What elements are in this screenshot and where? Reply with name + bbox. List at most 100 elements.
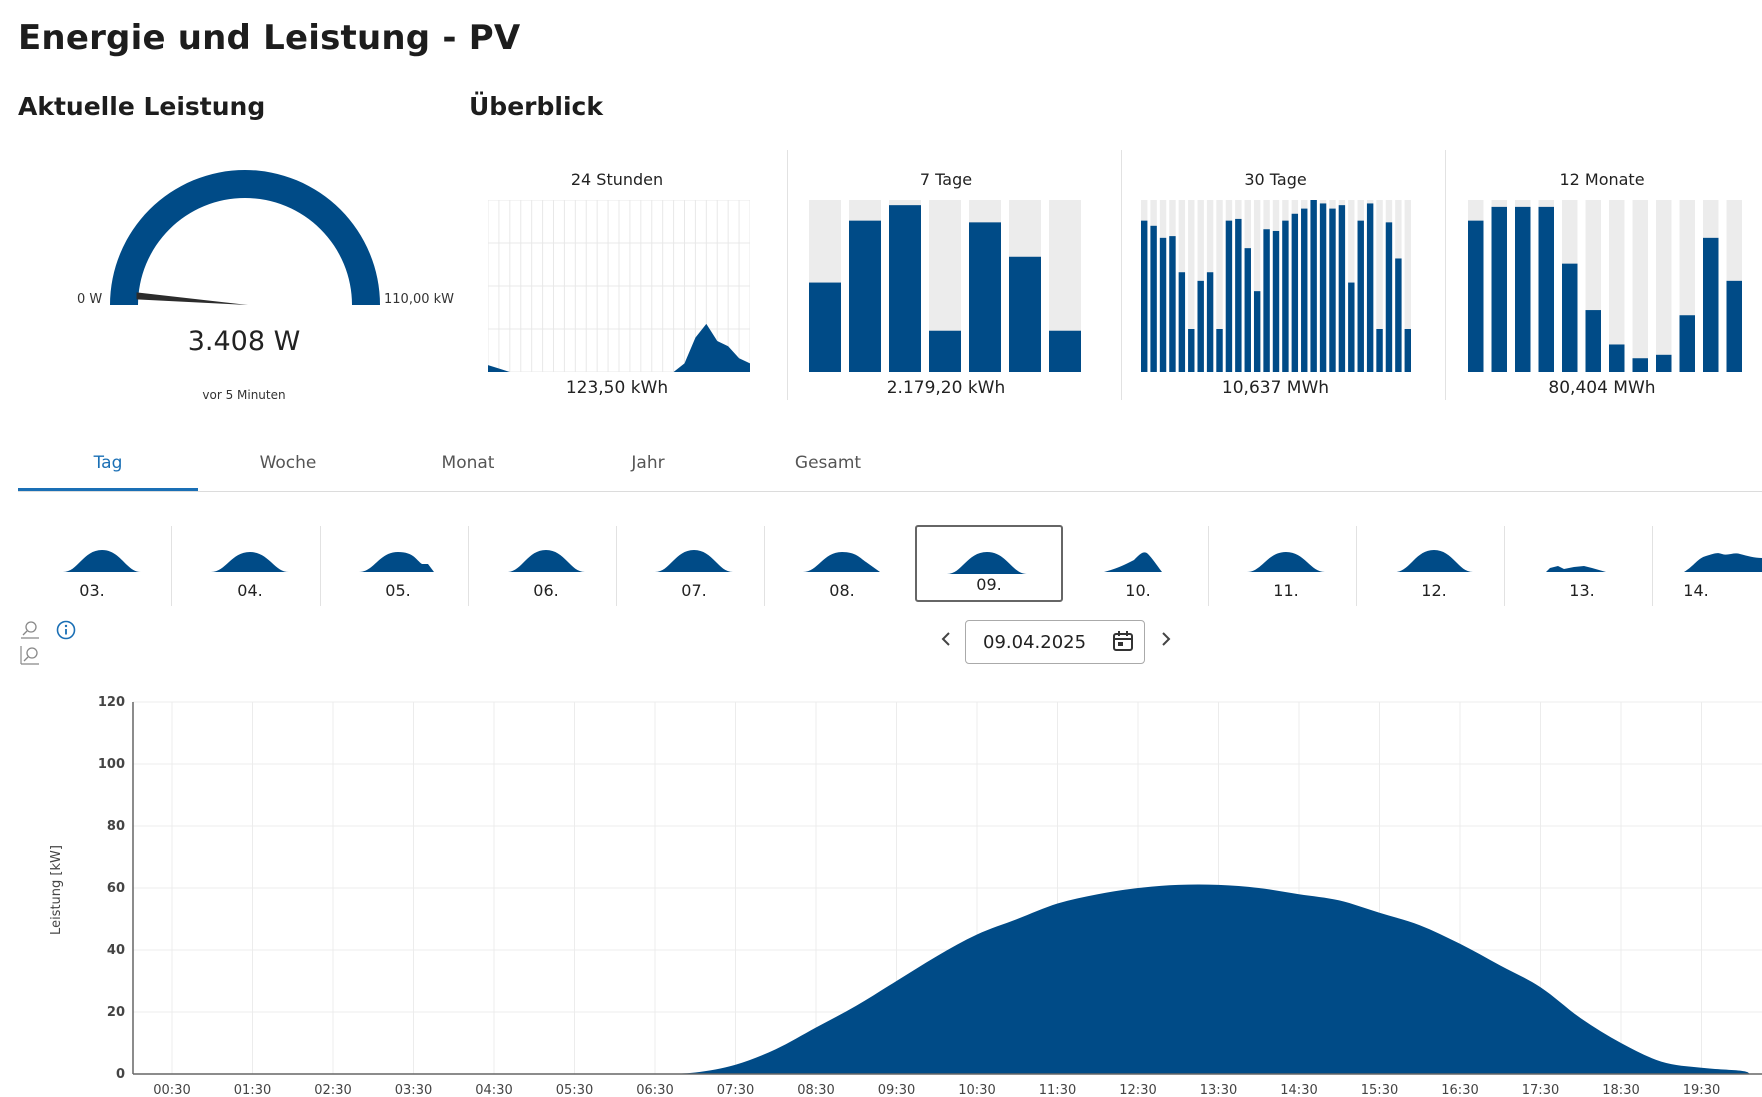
info-icon[interactable] xyxy=(55,619,77,641)
overview-12m-bar-bg xyxy=(1632,200,1648,372)
day-separator xyxy=(320,526,321,606)
day-label: 11. xyxy=(1273,581,1299,600)
y-tick-label: 0 xyxy=(116,1067,125,1082)
tab-monat[interactable]: Monat xyxy=(441,453,495,473)
overview-7d-bar xyxy=(1009,256,1041,372)
overview-12m-bar xyxy=(1515,206,1531,372)
overview-30d-bar xyxy=(1338,205,1346,372)
day-label: 04. xyxy=(237,581,263,600)
x-tick-label: 10:30 xyxy=(958,1083,995,1097)
day-label: 07. xyxy=(681,581,707,600)
overview-24h-title: 24 Stunden xyxy=(570,170,664,189)
date-input[interactable]: 09.04.2025 xyxy=(983,632,1087,653)
day-item[interactable]: 05. xyxy=(324,526,472,606)
day-sparkline xyxy=(211,552,289,572)
gauge-track xyxy=(110,170,380,305)
x-tick-label: 06:30 xyxy=(636,1083,673,1097)
overview-30d-bar xyxy=(1319,203,1327,372)
overview-30d-bar xyxy=(1159,237,1167,372)
day-item[interactable]: 10. xyxy=(1064,526,1212,606)
day-item[interactable]: 06. xyxy=(472,526,620,606)
day-strip: 03. 04. 05. 06. 07. 08. 09. 10. 11. 12. xyxy=(18,525,1762,606)
overview-24h[interactable]: 24 Stunden 123,50 kWh xyxy=(482,150,752,405)
zoom-in-icon[interactable] xyxy=(19,618,41,640)
overview-30d[interactable]: 30 Tage 10,637 MWh xyxy=(1138,150,1413,405)
day-item[interactable]: 14. xyxy=(1656,526,1762,606)
tab-gesamt[interactable]: Gesamt xyxy=(794,453,862,473)
overview-12m-bar xyxy=(1609,344,1625,372)
calendar-icon[interactable] xyxy=(1112,630,1134,652)
overview-30d-bar xyxy=(1404,329,1411,372)
day-label: 12. xyxy=(1421,581,1447,600)
current-power-value: 3.408 W xyxy=(187,326,301,357)
day-sparkline xyxy=(63,550,141,572)
overview-7d-total: 2.179,20 kWh xyxy=(886,378,1006,398)
day-item-selected[interactable]: 09. xyxy=(915,525,1063,602)
day-label: 09. xyxy=(976,575,1002,594)
overview-7d-bar xyxy=(809,282,841,372)
overview-30d-bar xyxy=(1291,213,1299,372)
day-item[interactable]: 03. xyxy=(18,526,166,606)
day-sparkline xyxy=(1247,552,1325,572)
overview-30d-bar xyxy=(1197,280,1204,372)
y-tick-label: 40 xyxy=(107,943,125,958)
x-tick-label: 07:30 xyxy=(717,1083,754,1097)
day-separator xyxy=(1356,526,1357,606)
overview-30d-bar xyxy=(1206,272,1214,372)
overview-7d-bar xyxy=(889,205,921,372)
next-day-button[interactable] xyxy=(1151,626,1181,654)
overview-separator xyxy=(1121,150,1122,400)
overview-12m-chart xyxy=(1468,200,1742,372)
overview-30d-chart xyxy=(1141,200,1411,372)
overview-7d-bar xyxy=(849,220,881,372)
current-power-updated: vor 5 Minuten xyxy=(202,388,286,402)
overview-7d[interactable]: 7 Tage 2.179,20 kWh xyxy=(806,150,1086,405)
day-sparkline xyxy=(1104,552,1162,572)
overview-30d-bar xyxy=(1329,208,1336,372)
date-picker[interactable]: 09.04.2025 xyxy=(965,620,1145,664)
power-gauge xyxy=(110,170,380,305)
day-label: 08. xyxy=(829,581,855,600)
day-item[interactable]: 04. xyxy=(176,526,324,606)
overview-30d-bar xyxy=(1366,203,1374,372)
day-item[interactable]: 12. xyxy=(1360,526,1508,606)
y-tick-label: 120 xyxy=(98,695,125,710)
gauge-min-label: 0 W xyxy=(77,292,103,307)
overview-12m-bar xyxy=(1468,220,1484,372)
gauge-needle xyxy=(136,292,248,305)
day-sparkline xyxy=(1684,553,1762,572)
x-tick-label: 05:30 xyxy=(556,1083,593,1097)
overview-30d-total: 10,637 MWh xyxy=(1221,378,1330,398)
day-item[interactable]: 13. xyxy=(1508,526,1656,606)
overview-12m-bar-bg xyxy=(1609,200,1625,372)
tab-jahr[interactable]: Jahr xyxy=(631,453,665,473)
overview-12m-bar xyxy=(1585,310,1601,372)
y-axis-label: Leistung [kW] xyxy=(49,845,64,935)
overview-7d-bar xyxy=(929,330,961,372)
day-sparkline xyxy=(803,552,880,572)
day-item[interactable]: 08. xyxy=(768,526,916,606)
zoom-reset-icon[interactable] xyxy=(19,644,41,666)
y-tick-label: 100 xyxy=(98,757,125,772)
overview-30d-bar xyxy=(1216,329,1223,372)
overview-7d-title: 7 Tage xyxy=(919,170,973,189)
x-tick-label: 01:30 xyxy=(234,1083,271,1097)
overview-7d-chart xyxy=(809,200,1081,372)
overview-24h-total: 123,50 kWh xyxy=(565,378,669,398)
day-item[interactable]: 11. xyxy=(1212,526,1360,606)
overview-30d-bar-bg xyxy=(1376,200,1383,372)
overview-30d-bar xyxy=(1357,220,1364,372)
day-label: 05. xyxy=(385,581,411,600)
prev-day-button[interactable] xyxy=(931,626,961,654)
tab-woche[interactable]: Woche xyxy=(259,453,317,473)
overview-24h-chart xyxy=(488,200,750,372)
day-separator xyxy=(764,526,765,606)
day-item[interactable]: 07. xyxy=(620,526,768,606)
page-title: Energie und Leistung - PV xyxy=(18,18,521,58)
overview-12m[interactable]: 12 Monate 80,404 MWh xyxy=(1462,150,1742,405)
tab-tag[interactable]: Tag xyxy=(18,440,198,491)
overview-12m-bar xyxy=(1679,315,1695,372)
overview-30d-bar xyxy=(1253,291,1261,372)
day-sparkline xyxy=(655,550,733,572)
gauge-max-label: 110,00 kW xyxy=(384,292,455,307)
